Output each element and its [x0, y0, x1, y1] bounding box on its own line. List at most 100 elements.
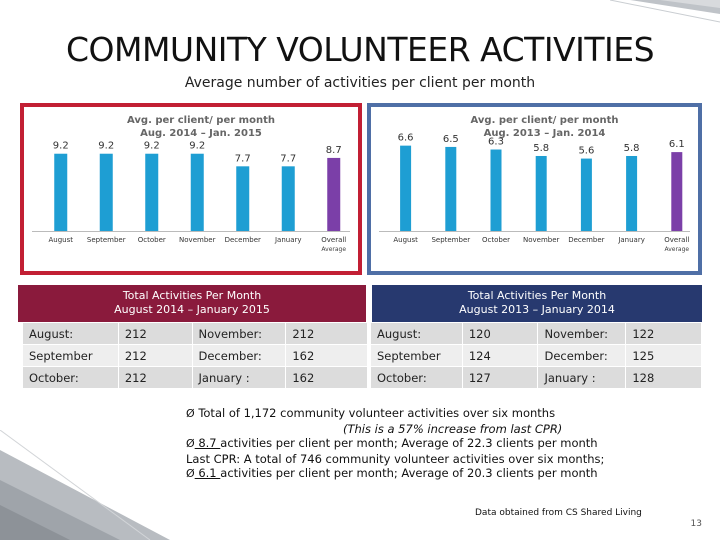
table-2014-2015-header: Total Activities Per Month August 2014 –… — [18, 285, 366, 322]
table-row: August: 120 November: 122 — [370, 322, 702, 345]
month-value: 120 — [461, 322, 539, 345]
month-label: August: — [22, 322, 119, 345]
data-label: 8.7 — [326, 145, 342, 156]
bar — [54, 153, 68, 231]
table-header-line2: August 2014 – January 2015 — [114, 303, 270, 316]
data-label: 5.8 — [533, 143, 549, 154]
tick-label: October — [482, 236, 510, 244]
month-value: 125 — [625, 344, 702, 367]
bar — [671, 152, 683, 231]
data-label: 7.7 — [235, 153, 251, 164]
table-row: September 212 December: 162 — [22, 344, 368, 367]
chart-2013-2014-plot: Avg. per client/ per month Aug. 2013 – Ja… — [379, 115, 690, 253]
bar — [580, 158, 592, 231]
table-row: September 124 December: 125 — [370, 344, 702, 367]
bullet-arrow-icon: Ø — [186, 437, 195, 450]
tick-label: January — [274, 236, 302, 244]
tick-label: Overall — [664, 236, 689, 244]
month-label: January : — [191, 366, 287, 389]
page-number: 13 — [690, 519, 702, 529]
data-label: 9.2 — [53, 141, 69, 152]
note-value: 6.1 — [194, 466, 221, 480]
chart-2014-2015-plot: Avg. per client/ per month Aug. 2014 – Ja… — [32, 115, 350, 253]
month-label: October: — [370, 366, 463, 389]
month-value: 127 — [461, 366, 539, 389]
month-value: 128 — [625, 366, 702, 389]
note-line: Ø Total of 1,172 community volunteer act… — [186, 406, 604, 422]
tick-sublabel: Average — [321, 246, 346, 253]
data-label: 5.8 — [624, 143, 640, 154]
table-row: October: 127 January : 128 — [370, 366, 702, 389]
tick-sublabel: Average — [664, 246, 689, 253]
data-label: 9.2 — [98, 141, 114, 152]
chart-2014-2015: Avg. per client/ per month Aug. 2014 – Ja… — [20, 103, 362, 275]
tick-label: August — [393, 236, 418, 244]
note-text: activities per client per month; Average… — [220, 436, 598, 450]
data-label: 6.5 — [443, 134, 459, 145]
data-label: 6.6 — [398, 133, 414, 144]
month-label: September — [370, 344, 463, 367]
month-label: October: — [22, 366, 119, 389]
bar — [490, 149, 502, 231]
bar — [190, 153, 204, 231]
chart-subtitle: Aug. 2013 – Jan. 2014 — [484, 128, 606, 139]
bar — [626, 155, 638, 231]
table-2013-2014: August: 120 November: 122 September 124 … — [370, 322, 702, 389]
note-value: 8.7 — [194, 436, 221, 450]
data-label: 6.1 — [669, 139, 685, 150]
month-value: 124 — [461, 344, 539, 367]
chart-title: Avg. per client/ per month — [471, 115, 619, 126]
corner-decoration — [610, 0, 720, 23]
table-header-line1: Total Activities Per Month — [467, 289, 607, 302]
chart-subtitle: Aug. 2014 – Jan. 2015 — [140, 128, 262, 139]
page-subtitle: Average number of activities per client … — [184, 75, 536, 91]
tick-label: Overall — [321, 236, 346, 244]
note-line: Last CPR: A total of 746 community volun… — [186, 451, 605, 466]
tick-label: December — [568, 236, 604, 244]
month-value: 212 — [117, 344, 193, 367]
tick-label: January — [617, 236, 645, 244]
bar — [281, 166, 295, 231]
month-value: 162 — [285, 344, 368, 367]
data-label: 5.6 — [578, 146, 594, 157]
tick-label: August — [49, 236, 74, 244]
tick-label: October — [138, 236, 166, 244]
note-line-italic: (This is a 57% increase from last CPR) — [343, 421, 563, 436]
month-value: 212 — [117, 366, 193, 389]
bar — [145, 153, 159, 231]
chart-title: Avg. per client/ per month — [127, 115, 275, 126]
tick-label: November — [523, 236, 560, 244]
table-row: August: 212 November: 212 — [22, 322, 368, 345]
month-label: December: — [191, 344, 287, 367]
note-line: Ø 8.7 activities per client per month; A… — [186, 436, 604, 452]
chart-2013-2014: Avg. per client/ per month Aug. 2013 – Ja… — [367, 103, 702, 275]
corner-decoration-bottom — [0, 430, 170, 540]
summary-notes: Ø Total of 1,172 community volunteer act… — [186, 406, 604, 482]
month-label: September — [22, 344, 119, 367]
bar — [327, 157, 341, 231]
month-label: December: — [537, 344, 627, 367]
month-value: 162 — [285, 366, 368, 389]
table-header-line1: Total Activities Per Month — [122, 289, 262, 302]
bullet-arrow-icon: Ø — [186, 467, 195, 480]
tick-label: December — [225, 236, 261, 244]
data-label: 9.2 — [144, 141, 160, 152]
note-line: Ø 6.1 activities per client per month; A… — [186, 466, 604, 482]
bar — [236, 166, 250, 231]
month-label: January : — [537, 366, 627, 389]
bar — [535, 155, 547, 231]
tick-label: September — [431, 236, 470, 244]
page-title: COMMUNITY VOLUNTEER ACTIVITIES — [65, 30, 655, 69]
table-2013-2014-header: Total Activities Per Month August 2013 –… — [372, 285, 702, 322]
month-label: November: — [537, 322, 627, 345]
tick-label: November — [179, 236, 216, 244]
bar — [400, 145, 412, 231]
note-text: Total of 1,172 community volunteer activ… — [198, 406, 556, 420]
data-source: Data obtained from CS Shared Living — [475, 508, 642, 518]
data-label: 7.7 — [280, 153, 296, 164]
month-label: August: — [370, 322, 463, 345]
note-text: activities per client per month; Average… — [220, 466, 598, 480]
bullet-arrow-icon: Ø — [186, 407, 195, 420]
month-value: 122 — [625, 322, 702, 345]
bar — [445, 146, 457, 231]
